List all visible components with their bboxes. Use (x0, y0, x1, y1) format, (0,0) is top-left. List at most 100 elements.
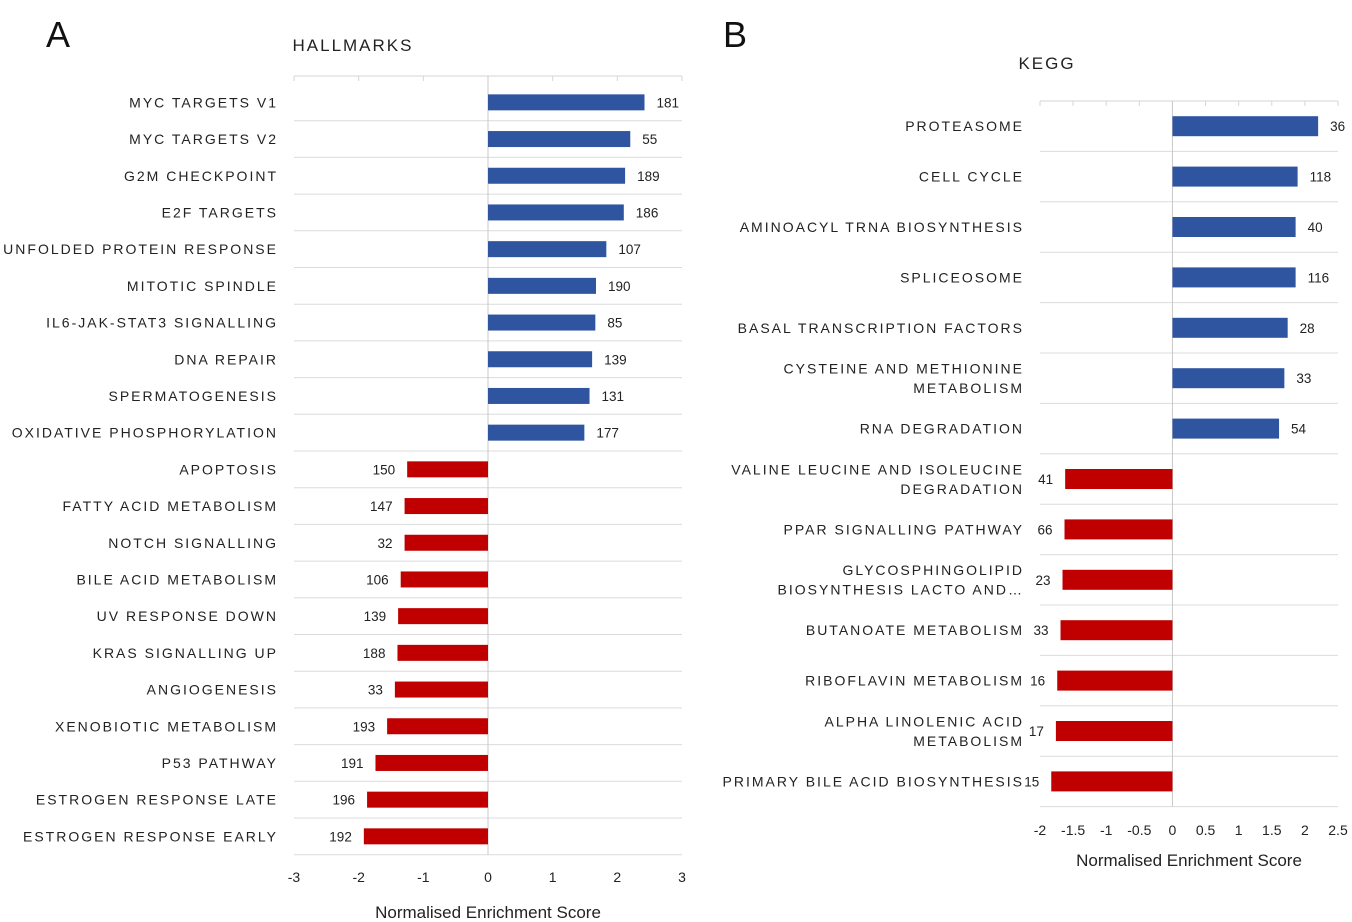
count-label: 54 (1291, 422, 1307, 437)
count-label: 33 (1033, 623, 1048, 638)
count-label: 15 (1024, 774, 1039, 789)
category-label: SPERMATOGENESIS (108, 388, 278, 404)
category-label: E2F TARGETS (162, 204, 278, 220)
x-axis-title: Normalised Enrichment Score (375, 903, 601, 922)
count-label: 131 (602, 389, 625, 404)
bar-hallmarks-16 (394, 681, 488, 698)
bar-kegg-5 (1172, 368, 1285, 389)
count-label: 66 (1037, 522, 1052, 537)
category-label: CELL CYCLE (919, 169, 1024, 185)
x-tick-label: 0.5 (1196, 822, 1216, 838)
bar-hallmarks-2 (488, 167, 626, 184)
bar-kegg-4 (1172, 317, 1288, 338)
category-label: UV RESPONSE DOWN (97, 608, 278, 624)
count-label: 139 (604, 352, 627, 367)
count-label: 33 (1296, 371, 1311, 386)
count-label: 28 (1300, 321, 1315, 336)
bar-kegg-1 (1172, 166, 1298, 187)
bar-hallmarks-3 (488, 204, 624, 221)
category-label: SPLICEOSOME (900, 269, 1024, 285)
chart-kegg: KEGG PROTEASOME 36 CELL CYCLE 118 AMINOACYL T… (723, 54, 1348, 870)
category-label: FATTY ACID METABOLISM (63, 498, 278, 514)
category-label: ESTROGEN RESPONSE EARLY (23, 828, 278, 844)
category-label: P53 PATHWAY (162, 755, 278, 771)
category-label: METABOLISM (913, 733, 1024, 749)
bar-hallmarks-5 (488, 277, 596, 294)
category-label: DNA REPAIR (174, 351, 278, 367)
count-label: 16 (1030, 674, 1045, 689)
category-label: UNFOLDED PROTEIN RESPONSE (3, 241, 278, 257)
bar-kegg-10 (1060, 620, 1173, 641)
category-label: G2M CHECKPOINT (124, 168, 278, 184)
count-label: 40 (1308, 220, 1323, 235)
bar-hallmarks-12 (404, 534, 488, 551)
count-label: 116 (1308, 270, 1330, 285)
chart-hallmarks: HALLMARKS MYC TARGETS V1 181 MYC TARGETS V2… (3, 36, 686, 922)
count-label: 181 (656, 95, 679, 110)
bar-hallmarks-7 (488, 351, 593, 368)
bar-kegg-7 (1065, 469, 1173, 489)
bar-hallmarks-1 (488, 131, 631, 148)
count-label: 147 (370, 499, 393, 514)
x-tick-label: 3 (678, 869, 686, 885)
x-tick-label: 0 (1169, 822, 1177, 838)
bar-hallmarks-18 (375, 754, 488, 771)
x-tick-label: 0 (484, 869, 492, 885)
bar-hallmarks-9 (488, 424, 585, 441)
bar-kegg-3 (1172, 267, 1296, 288)
x-tick-label: 2 (613, 869, 621, 885)
bar-hallmarks-17 (387, 718, 488, 735)
category-label: GLYCOSPHINGOLIPID (842, 562, 1024, 578)
bar-hallmarks-20 (363, 828, 488, 845)
bar-hallmarks-0 (488, 94, 645, 111)
count-label: 107 (618, 242, 641, 257)
count-label: 189 (637, 169, 660, 184)
category-label: RIBOFLAVIN METABOLISM (805, 673, 1024, 689)
category-label: BILE ACID METABOLISM (76, 571, 278, 587)
count-label: 33 (368, 683, 383, 698)
category-label: XENOBIOTIC METABOLISM (55, 718, 278, 734)
bar-kegg-0 (1172, 116, 1319, 137)
bar-hallmarks-4 (488, 241, 607, 258)
count-label: 118 (1310, 170, 1332, 185)
category-label: AMINOACYL TRNA BIOSYNTHESIS (740, 219, 1024, 235)
category-label: BUTANOATE METABOLISM (806, 622, 1024, 638)
bar-hallmarks-11 (404, 498, 488, 515)
x-tick-label: -2 (1034, 822, 1047, 838)
bar-kegg-13 (1051, 771, 1173, 792)
category-label: NOTCH SIGNALLING (108, 535, 278, 551)
bar-kegg-11 (1057, 670, 1173, 691)
count-label: 177 (596, 426, 619, 441)
bar-hallmarks-14 (398, 608, 488, 625)
panel-letter-a: A (46, 14, 71, 55)
count-label: 23 (1035, 573, 1050, 588)
category-label: ALPHA LINOLENIC ACID (824, 713, 1024, 729)
x-tick-label: 2.5 (1328, 822, 1348, 838)
category-label: METABOLISM (913, 380, 1024, 396)
category-label: DEGRADATION (900, 481, 1024, 497)
category-label: KRAS SIGNALLING UP (93, 645, 278, 661)
x-tick-label: -1 (417, 869, 430, 885)
count-label: 139 (364, 609, 387, 624)
x-tick-label: 2 (1301, 822, 1309, 838)
bar-hallmarks-6 (488, 314, 596, 331)
bar-hallmarks-10 (407, 461, 488, 478)
x-tick-label: -3 (288, 869, 301, 885)
x-tick-label: -2 (352, 869, 365, 885)
bar-kegg-6 (1172, 418, 1280, 439)
count-label: 41 (1038, 472, 1053, 487)
category-label: PRIMARY BILE ACID BIOSYNTHESIS (723, 773, 1024, 789)
bar-kegg-2 (1172, 217, 1296, 237)
category-label: MYC TARGETS V2 (129, 131, 278, 147)
x-tick-label: -0.5 (1127, 822, 1151, 838)
bar-hallmarks-8 (488, 387, 590, 404)
category-label: VALINE LEUCINE AND ISOLEUCINE (731, 461, 1024, 477)
bar-hallmarks-13 (400, 571, 488, 588)
count-label: 191 (341, 756, 364, 771)
count-label: 17 (1029, 724, 1044, 739)
bar-kegg-12 (1055, 721, 1173, 741)
count-label: 193 (353, 719, 376, 734)
category-label: RNA DEGRADATION (860, 421, 1024, 437)
category-label: PPAR SIGNALLING PATHWAY (784, 521, 1024, 537)
